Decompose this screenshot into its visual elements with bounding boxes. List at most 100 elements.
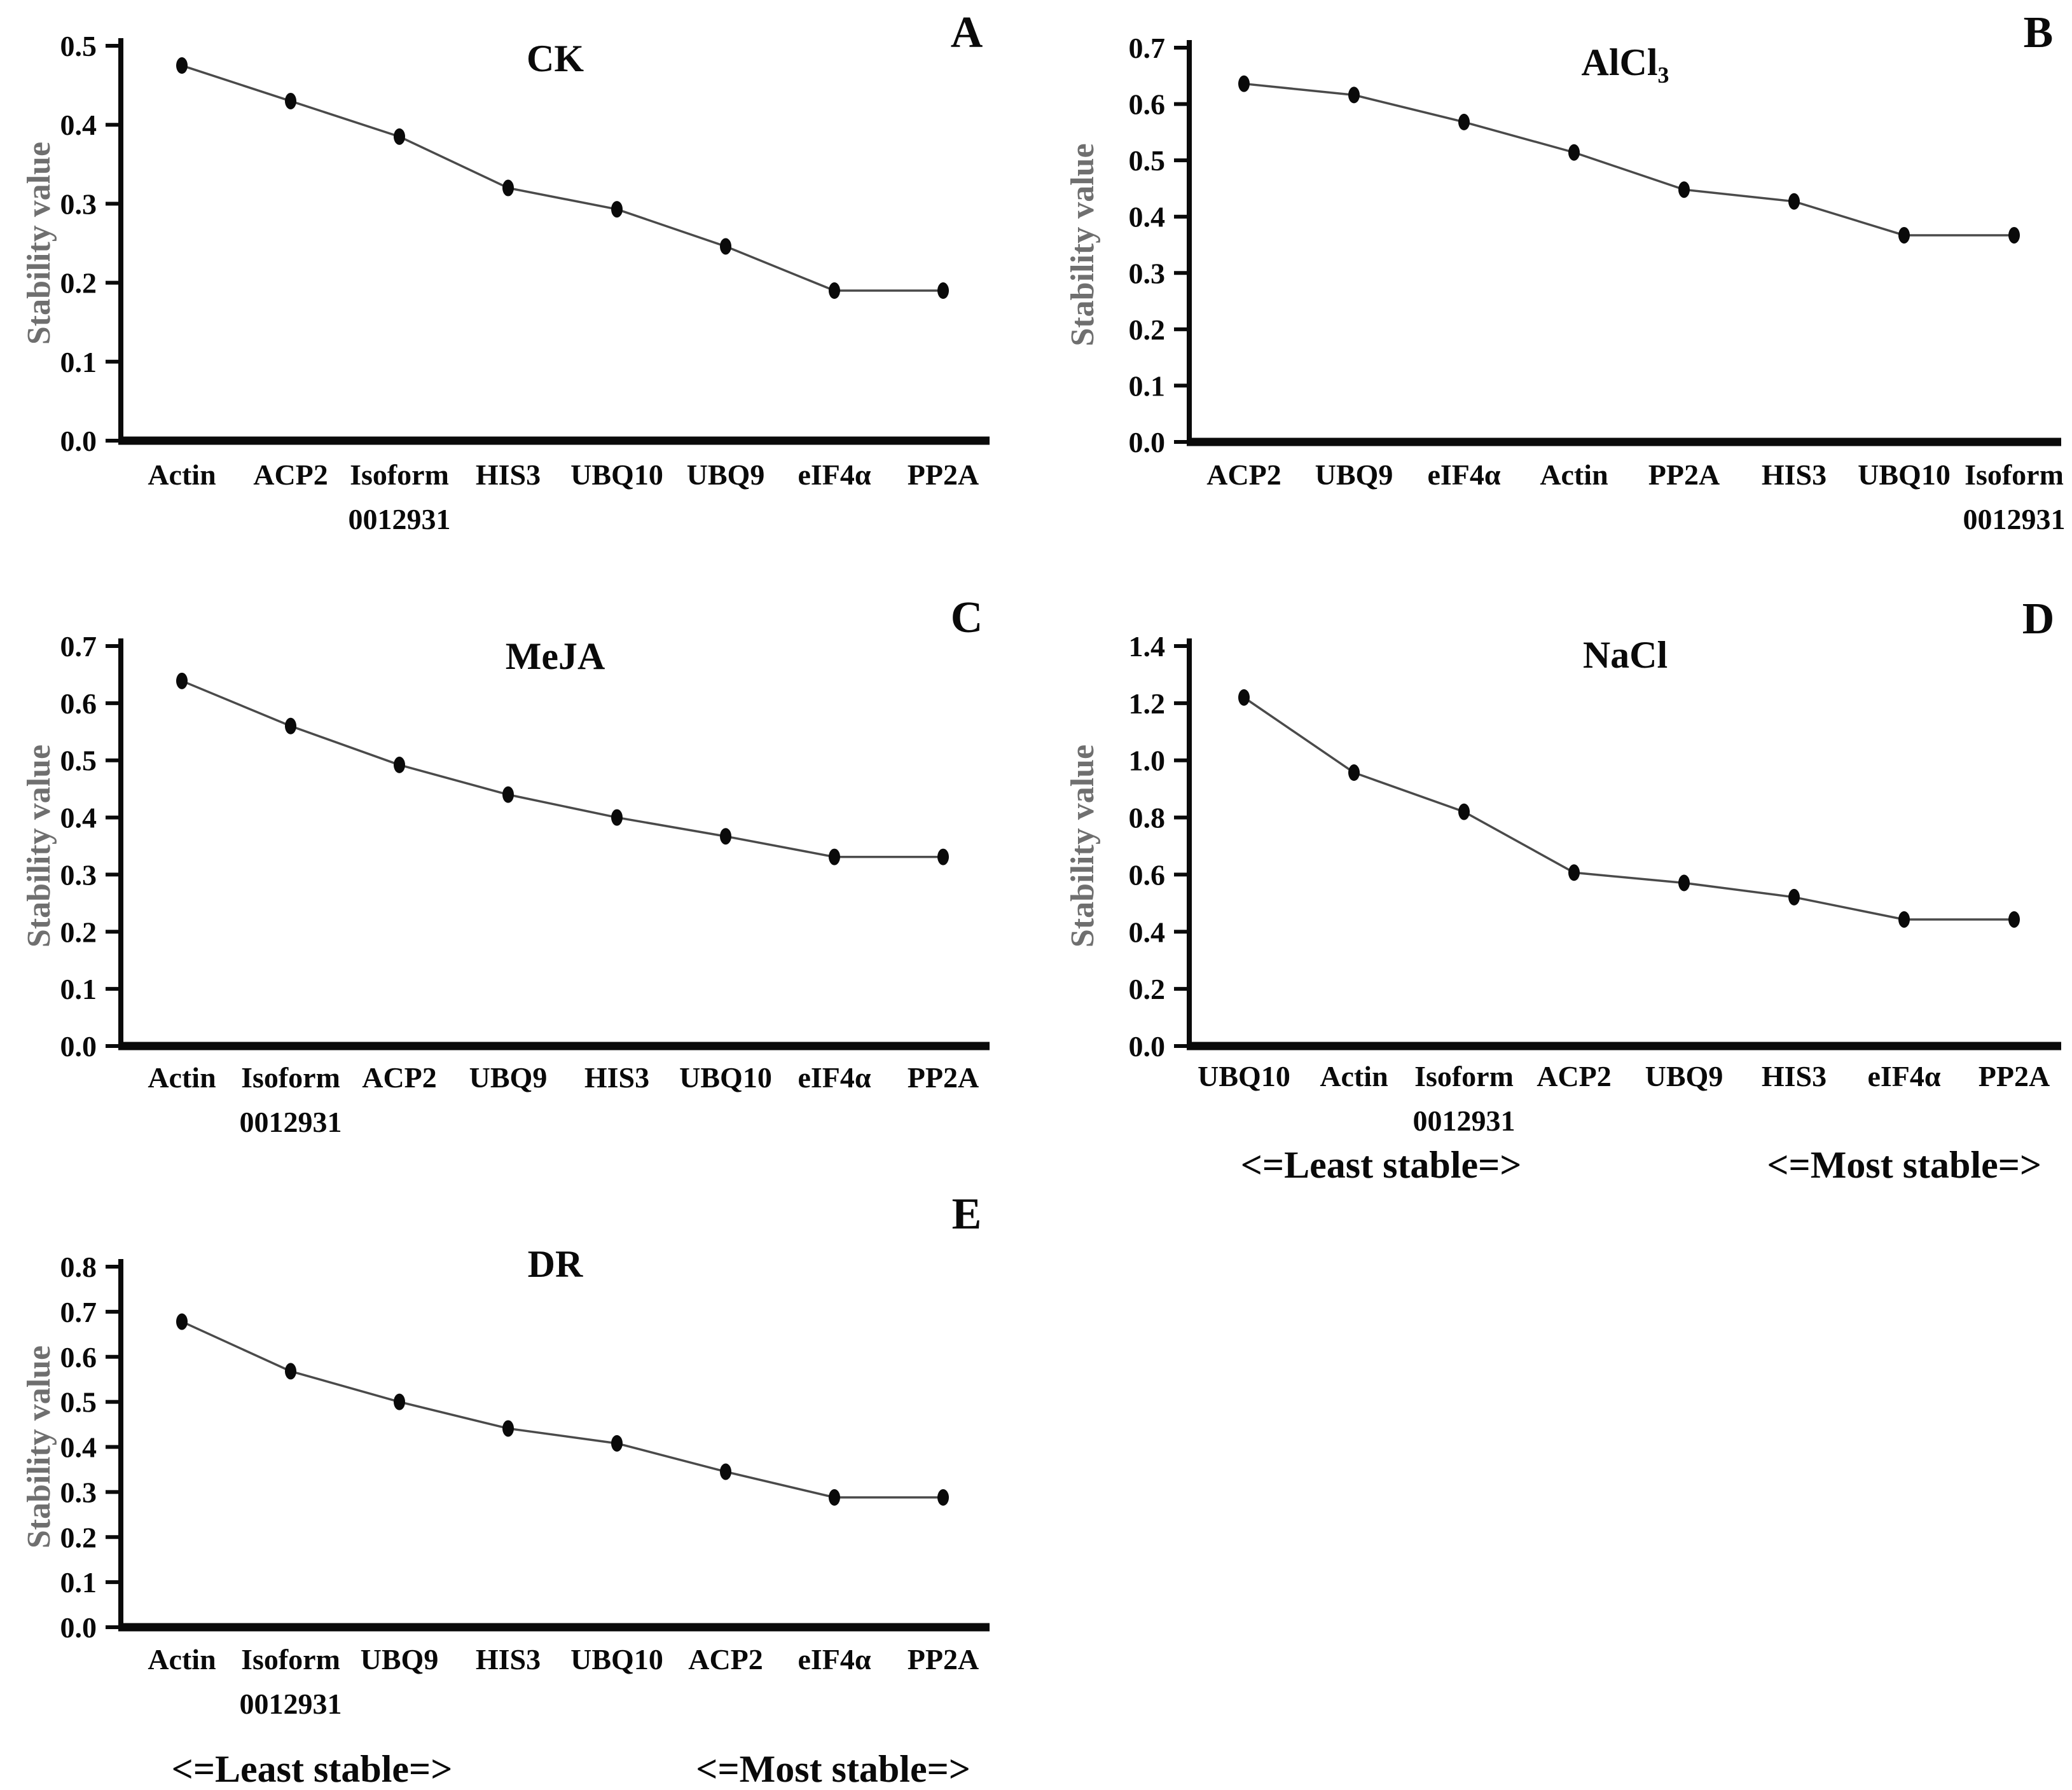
x-category-label-line2: 0012931: [1963, 503, 2066, 535]
chart-title: CK: [527, 38, 584, 79]
data-point: [285, 92, 296, 109]
data-point: [285, 717, 296, 734]
y-tick-label: 0.2: [1129, 973, 1166, 1005]
y-tick-label: 0.5: [60, 745, 97, 777]
panel-A: A CK Stability value 0.0 0.1 0.2 0.3 0.4 0.5 Acti…: [0, 0, 1036, 560]
y-tick-label: 0.2: [60, 916, 97, 948]
x-category-label: Isoform: [350, 458, 449, 491]
x-category-label: Actin: [1320, 1060, 1388, 1092]
x-category-label: HIS3: [1762, 1060, 1827, 1092]
data-line: [181, 680, 943, 858]
x-category-label: HIS3: [476, 458, 541, 491]
panel-letter: C: [951, 593, 983, 642]
x-category-label: ACP2: [688, 1643, 763, 1676]
data-point: [1788, 888, 1800, 905]
y-tick-label: 0.7: [60, 630, 97, 663]
x-category-label: UBQ9: [1315, 458, 1393, 491]
x-category-label: UBQ10: [570, 1643, 663, 1676]
y-tick-label: 1.2: [1129, 687, 1166, 720]
x-category-label: ACP2: [362, 1061, 437, 1094]
data-point: [611, 201, 623, 218]
line-chart-NaCl: D NaCl Stability value 0.0 0.2 0.4 0.6 0.8 1.0 1.…: [1065, 595, 2061, 1186]
data-line: [1243, 82, 2014, 237]
y-tick-label: 0.0: [1129, 1030, 1166, 1063]
data-point: [176, 1313, 188, 1330]
y-tick-label: 1.4: [1129, 630, 1166, 663]
x-category-label-line2: 0012931: [240, 1688, 342, 1720]
data-line: [181, 64, 943, 292]
panel-D: D NaCl Stability value 0.0 0.2 0.4 0.6 0.8 1.0 1.…: [1036, 560, 2072, 1195]
x-category-label: PP2A: [908, 458, 979, 491]
x-category-label-line2: 0012931: [1413, 1105, 1516, 1137]
y-tick-label: 0.1: [60, 346, 97, 378]
data-point: [1458, 803, 1470, 820]
data-point: [394, 128, 405, 145]
y-tick-label: 0.4: [1129, 201, 1166, 233]
data-point: [1348, 764, 1360, 781]
x-category-label-line2: 0012931: [349, 503, 451, 535]
most-stable-label: <=Most stable=>: [1767, 1144, 2041, 1186]
x-category-label: ACP2: [253, 458, 328, 491]
data-point: [1238, 689, 1250, 706]
chart-title: NaCl: [1583, 634, 1668, 676]
x-category-label: PP2A: [1979, 1060, 2050, 1092]
data-point: [176, 57, 188, 74]
x-category-label: eIF4α: [798, 1643, 871, 1676]
y-tick-label: 0.1: [1129, 369, 1166, 402]
x-category-label: UBQ9: [469, 1061, 548, 1094]
y-tick-label: 0.5: [60, 1386, 97, 1419]
x-category-label: Isoform: [241, 1061, 340, 1094]
data-point: [1348, 86, 1360, 104]
chart-title: DR: [528, 1243, 583, 1285]
data-point: [394, 1393, 405, 1410]
y-tick-label: 0.4: [60, 109, 97, 141]
y-tick-label: 0.5: [60, 30, 97, 62]
y-axis-label: Stability value: [1065, 143, 1101, 346]
y-tick-label: 0.0: [60, 425, 97, 457]
y-tick-label: 0.3: [60, 1476, 97, 1508]
y-tick-label: 0.8: [1129, 802, 1166, 834]
x-category-label: eIF4α: [798, 458, 871, 491]
x-category-label: UBQ10: [679, 1061, 772, 1094]
data-point: [829, 848, 840, 865]
x-category-label: UBQ9: [361, 1643, 439, 1676]
x-category-label: Actin: [148, 1643, 216, 1676]
chart-title: AlCl₃: [1582, 41, 1669, 83]
y-tick-label: 0.4: [60, 802, 97, 834]
x-category-label: ACP2: [1537, 1060, 1612, 1092]
most-stable-label: <=Most stable=>: [696, 1748, 970, 1790]
y-tick-label: 0.4: [1129, 916, 1166, 948]
line-chart-MeJA: C MeJA Stability value 0.0 0.1 0.2 0.3 0.4 0.5 0.…: [21, 593, 990, 1138]
x-category-label: Actin: [1540, 458, 1608, 491]
x-category-label: Isoform: [1965, 458, 2064, 491]
data-point: [1678, 181, 1690, 198]
y-axis-label: Stability value: [1065, 745, 1101, 947]
data-point: [1898, 226, 1910, 244]
y-tick-label: 0.6: [60, 1341, 97, 1373]
y-tick-label: 0.6: [1129, 88, 1166, 121]
y-tick-label: 0.0: [1129, 426, 1166, 458]
y-tick-label: 0.8: [60, 1251, 97, 1283]
y-axis-label: Stability value: [21, 745, 57, 947]
data-point: [502, 786, 514, 803]
data-line: [181, 1320, 943, 1499]
x-category-label: HIS3: [584, 1061, 649, 1094]
data-point: [937, 1489, 949, 1506]
panel-letter: B: [2024, 8, 2054, 57]
y-tick-label: 0.0: [60, 1030, 97, 1063]
x-category-label: PP2A: [908, 1061, 979, 1094]
y-tick-label: 0.1: [60, 973, 97, 1005]
panel-C: C MeJA Stability value 0.0 0.1 0.2 0.3 0.4 0.5 0.…: [0, 560, 1036, 1195]
x-category-label: ACP2: [1206, 458, 1281, 491]
x-category-label: PP2A: [1648, 458, 1720, 491]
data-point: [394, 756, 405, 773]
x-category-label: UBQ10: [1198, 1060, 1290, 1092]
x-category-label: Isoform: [1414, 1060, 1514, 1092]
data-point: [937, 282, 949, 299]
panel-letter: E: [952, 1195, 982, 1239]
x-category-label: UBQ10: [1858, 458, 1951, 491]
data-point: [1458, 113, 1470, 130]
data-point: [1238, 75, 1250, 92]
y-tick-label: 0.1: [60, 1566, 97, 1599]
data-point: [1568, 864, 1580, 881]
